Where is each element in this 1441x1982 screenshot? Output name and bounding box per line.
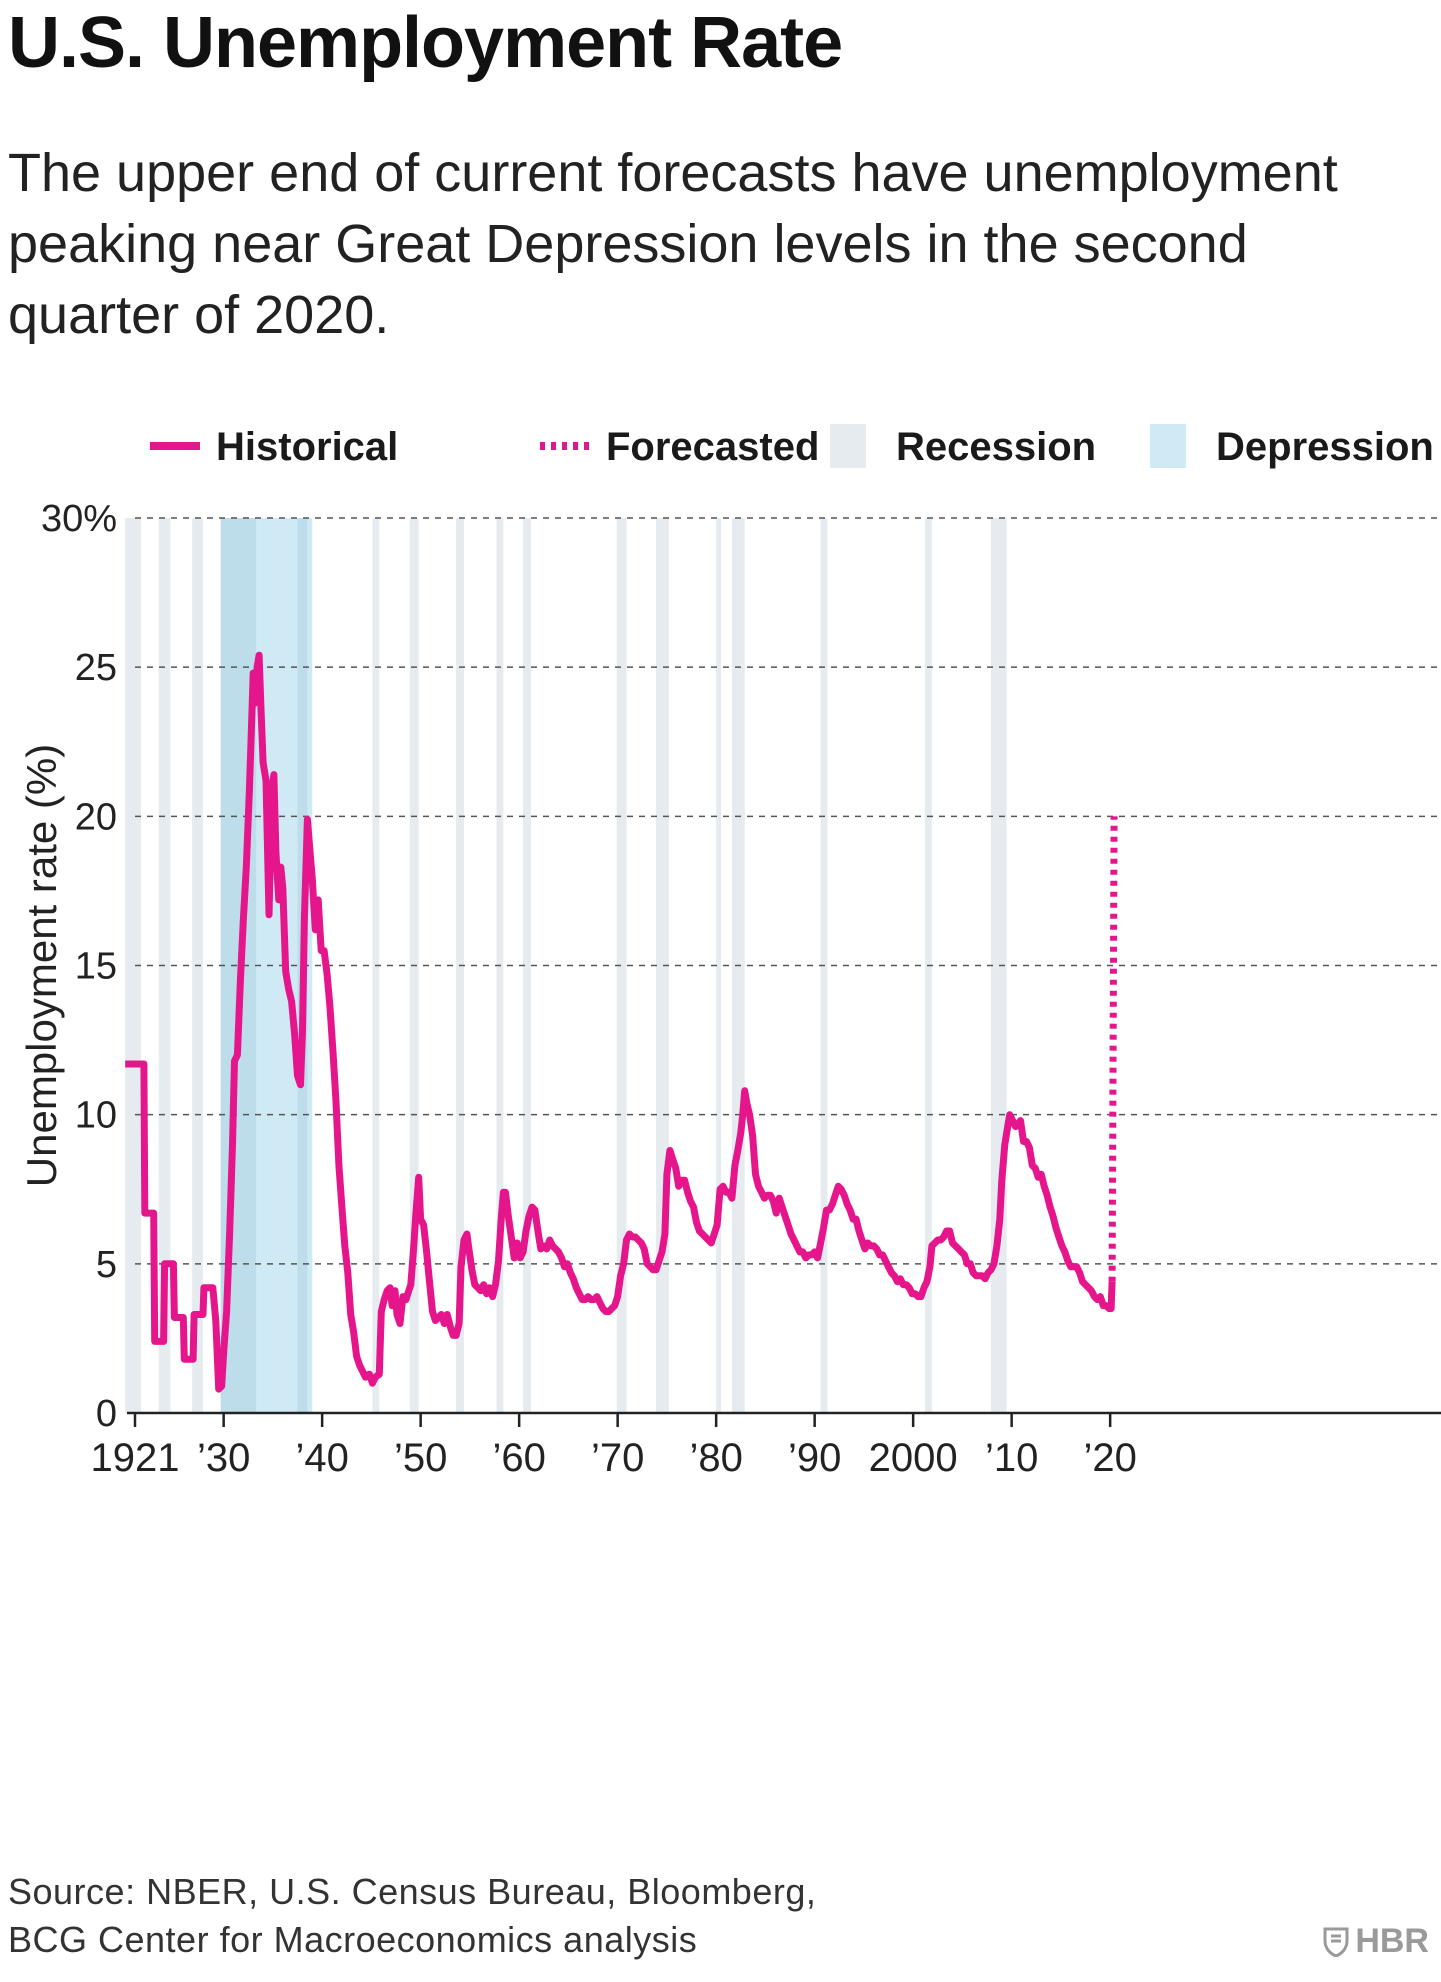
brand-logo: HBR — [1323, 1922, 1429, 1961]
recession-band — [125, 518, 141, 1413]
x-tick-label: ’10 — [985, 1436, 1038, 1480]
source-note: Source: NBER, U.S. Census Bureau, Bloomb… — [8, 1871, 817, 1960]
legend: Historical Forecasted Recession Depression — [150, 424, 1434, 469]
x-tick-label: ’20 — [1083, 1436, 1136, 1480]
axes: 0 5 10 15 20 25 30% Unemployment rate (%) 1921 ’3… — [18, 498, 1441, 1480]
hbr-shield-icon — [1323, 1927, 1349, 1957]
x-tick-label: ’90 — [788, 1436, 841, 1480]
y-tick-label: 25 — [75, 647, 117, 689]
legend-label: Historical — [216, 425, 398, 469]
recession-band — [523, 518, 531, 1413]
chart-subtitle: The upper end of current forecasts have … — [8, 143, 1338, 345]
x-tick-label: 2000 — [869, 1436, 958, 1480]
legend-label: Depression — [1216, 425, 1434, 469]
x-tick-label: ’70 — [591, 1436, 644, 1480]
y-tick-label: 30% — [41, 498, 117, 540]
forecasted-line — [1108, 816, 1118, 1282]
x-tick-label: ’30 — [197, 1436, 250, 1480]
legend-depression-swatch — [1150, 424, 1186, 468]
y-tick-label: 15 — [75, 946, 117, 988]
y-tick-label: 5 — [96, 1244, 117, 1286]
recession-band — [716, 518, 722, 1413]
gridlines — [135, 517, 1441, 1265]
legend-recession-swatch — [830, 424, 866, 468]
recession-band — [616, 518, 627, 1413]
legend-label: Recession — [896, 425, 1096, 469]
x-tick-label: ’40 — [295, 1436, 348, 1480]
brand-label: HBR — [1355, 1922, 1429, 1960]
chart-title: U.S. Unemployment Rate — [8, 3, 843, 83]
historical-line — [125, 651, 1116, 1393]
series-lines — [125, 651, 1118, 1393]
unemployment-chart: Historical Forecasted Recession Depression … — [18, 424, 1441, 1480]
x-tick-label: ’80 — [689, 1436, 742, 1480]
y-axis-title: Unemployment rate (%) — [18, 744, 65, 1187]
x-tick-label: ’50 — [394, 1436, 447, 1480]
y-tick-label: 10 — [75, 1095, 117, 1137]
y-tick-label: 20 — [75, 796, 117, 838]
legend-label: Forecasted — [606, 425, 819, 469]
x-tick-label: 1921 — [91, 1436, 180, 1480]
y-tick-label: 0 — [96, 1393, 117, 1435]
x-tick-label: ’60 — [492, 1436, 545, 1480]
